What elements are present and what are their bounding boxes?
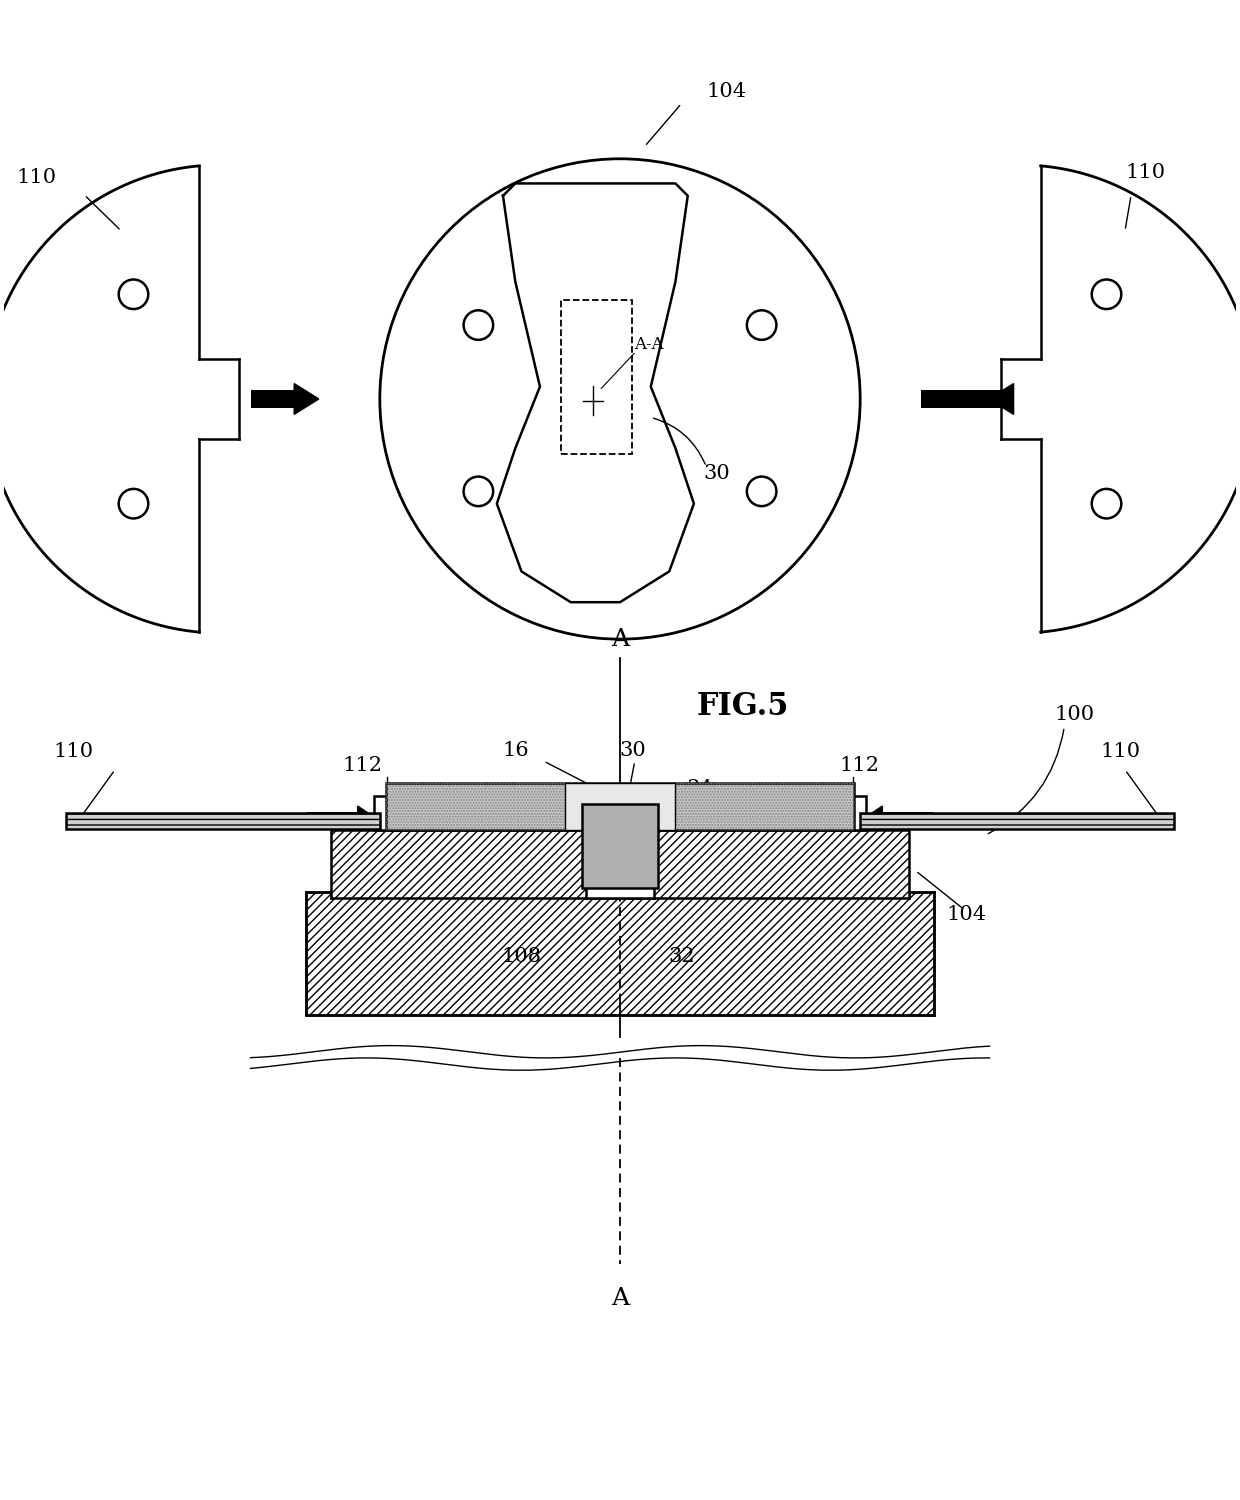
Bar xyxy=(582,804,658,888)
Bar xyxy=(306,891,934,1016)
Bar xyxy=(306,812,357,830)
Bar xyxy=(921,390,1013,408)
Text: 16: 16 xyxy=(502,741,528,760)
Text: 34: 34 xyxy=(687,780,713,798)
Bar xyxy=(861,813,1174,830)
Polygon shape xyxy=(861,806,883,836)
Bar xyxy=(66,813,379,830)
Bar xyxy=(560,300,632,454)
Text: 100: 100 xyxy=(1055,705,1095,724)
Text: A: A xyxy=(611,1287,629,1310)
Text: 112: 112 xyxy=(342,756,383,776)
Text: A: A xyxy=(611,627,629,651)
Bar xyxy=(585,828,655,898)
Bar xyxy=(250,390,294,408)
Bar xyxy=(386,783,854,830)
Bar xyxy=(373,795,401,830)
Text: 110: 110 xyxy=(1125,164,1166,182)
Bar xyxy=(66,813,379,830)
Bar xyxy=(861,813,1174,830)
Polygon shape xyxy=(357,806,379,836)
Text: 110: 110 xyxy=(1100,742,1141,762)
Text: 112: 112 xyxy=(839,756,879,776)
Text: A-A: A-A xyxy=(634,336,663,352)
Bar xyxy=(883,812,934,830)
Polygon shape xyxy=(294,384,319,414)
Text: 30: 30 xyxy=(619,741,646,760)
Text: 108: 108 xyxy=(501,948,542,966)
Text: FIG.5: FIG.5 xyxy=(697,692,790,723)
Bar xyxy=(306,891,934,1016)
Text: 104: 104 xyxy=(946,904,986,924)
Text: 110: 110 xyxy=(53,742,93,762)
Bar xyxy=(565,783,675,830)
Bar xyxy=(386,783,854,830)
Polygon shape xyxy=(990,384,1013,414)
Text: 30: 30 xyxy=(704,464,730,483)
Text: 104: 104 xyxy=(707,81,746,100)
Text: 32: 32 xyxy=(668,948,694,966)
Bar xyxy=(331,830,909,898)
Text: 110: 110 xyxy=(16,168,57,188)
Bar xyxy=(839,795,867,830)
Bar xyxy=(331,830,909,898)
